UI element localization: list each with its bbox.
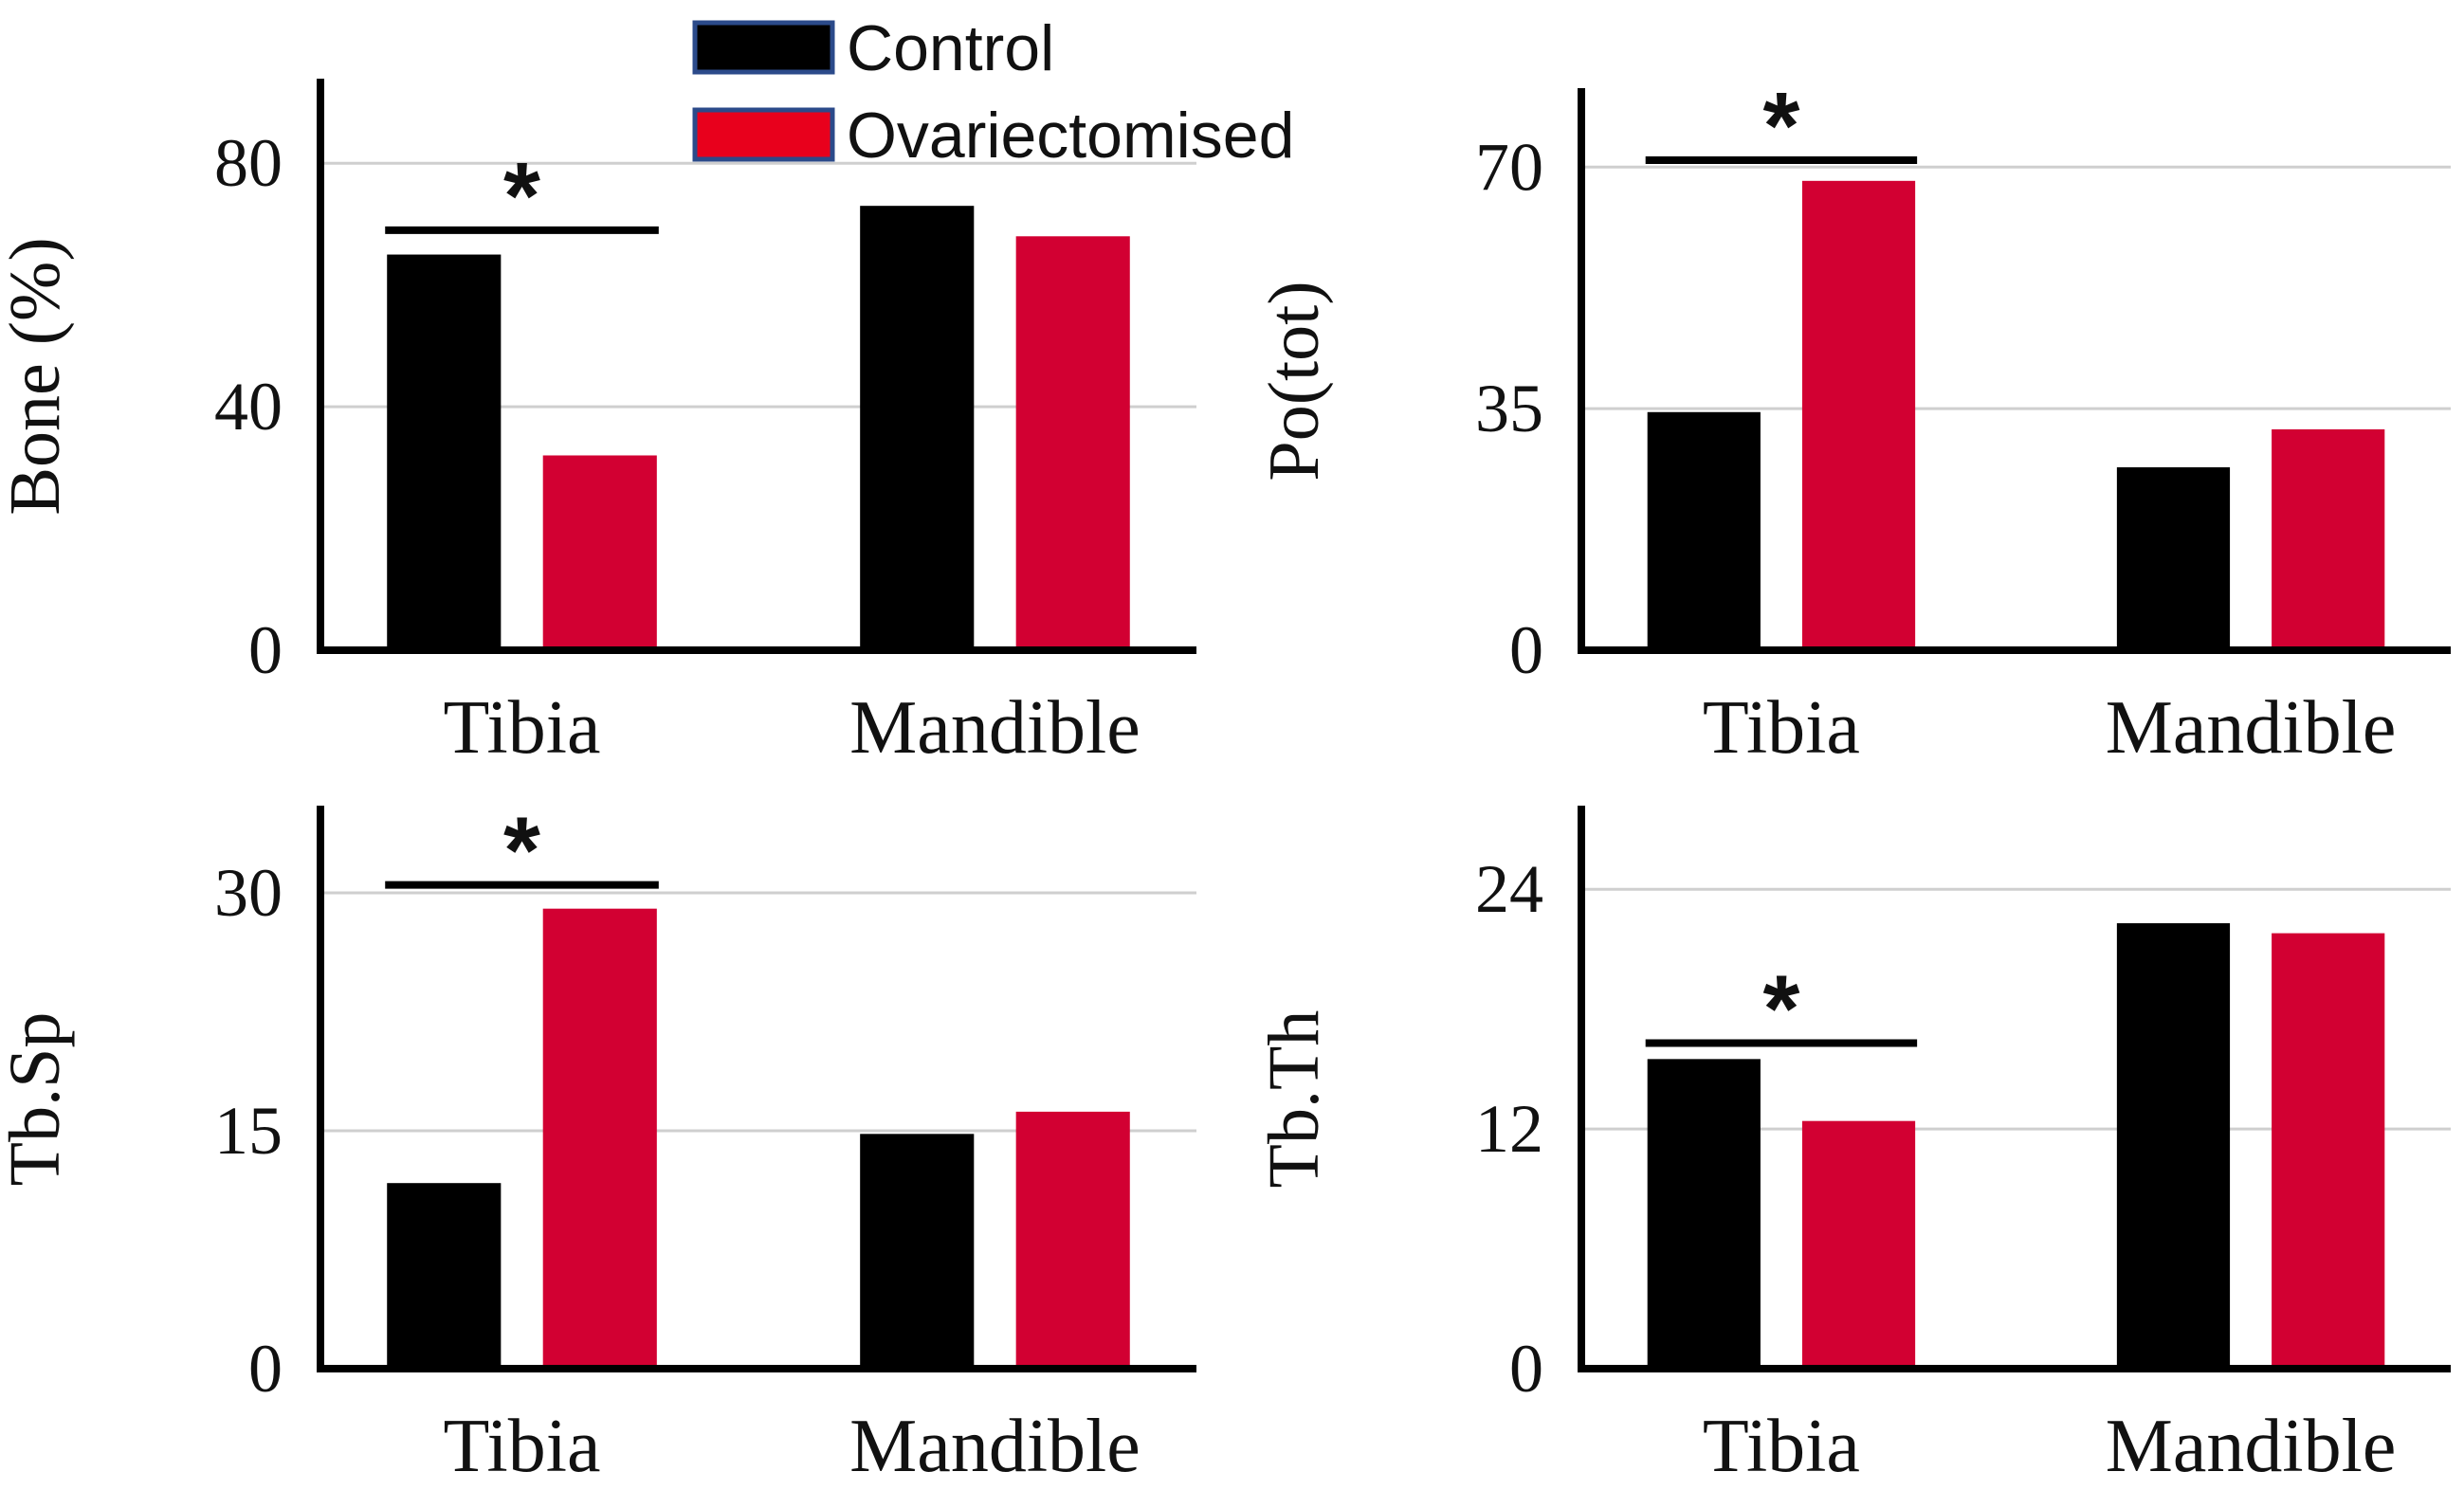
bar-ovariectomised-tibia	[1801, 180, 1916, 651]
y-axis-label: Bone (%)	[0, 237, 75, 515]
x-tick-label: Tibia	[444, 1405, 601, 1488]
bar-control-mandible	[2116, 923, 2231, 1369]
legend-label-ovariectomised: Ovariectomised	[847, 100, 1294, 172]
chart-panel-3: 0 15 30 Tibia Mandible Tb.Sp *	[0, 798, 1196, 1488]
x-tick-label: Mandible	[2106, 1405, 2397, 1488]
y-tick-label: 0	[1509, 612, 1543, 688]
y-tick-label: 80	[214, 125, 283, 201]
bar-ovariectomised-mandible	[1015, 236, 1130, 651]
y-axis-label: Tb.Th	[1254, 1010, 1334, 1189]
bar-control-tibia	[387, 254, 502, 650]
bar-control-mandible	[860, 206, 975, 650]
y-tick-label: 0	[248, 1331, 283, 1407]
y-tick-label: 35	[1475, 371, 1543, 446]
bar-ovariectomised-mandible	[2272, 428, 2385, 650]
significance-star: *	[503, 143, 540, 249]
y-axis-label: Po(tot)	[1254, 281, 1334, 481]
bar-control-tibia	[1647, 1059, 1761, 1369]
bar-control-mandible	[2116, 467, 2231, 650]
chart-panels: 0 40 80 Tibia Mandible Bone (%) * 0 35 70 Tibia Man…	[0, 73, 2451, 1488]
bar-control-tibia	[387, 1183, 502, 1369]
bar-control-tibia	[1647, 411, 1761, 650]
chart-panel-4: 0 12 24 Tibia Mandible Tb.Th *	[1254, 806, 2451, 1488]
y-tick-label: 12	[1475, 1091, 1543, 1167]
x-tick-label: Tibia	[1703, 1405, 1860, 1488]
y-tick-label: 70	[1475, 129, 1543, 205]
x-tick-label: Mandible	[2106, 686, 2397, 770]
chart-panel-1: 0 40 80 Tibia Mandible Bone (%) *	[0, 79, 1196, 770]
x-tick-label: Mandible	[849, 686, 1141, 770]
bar-ovariectomised-tibia	[542, 908, 657, 1369]
x-tick-label: Tibia	[1703, 686, 1860, 770]
legend: Control Ovariectomised	[692, 12, 1294, 172]
bar-ovariectomised-mandible	[1015, 1111, 1130, 1369]
y-tick-label: 24	[1475, 851, 1543, 927]
legend-swatch-ovariectomised	[692, 107, 835, 162]
legend-swatch-control	[692, 20, 835, 75]
y-tick-label: 15	[214, 1093, 283, 1169]
y-tick-label: 0	[1509, 1331, 1543, 1407]
bar-control-mandible	[860, 1134, 975, 1369]
chart-panel-2: 0 35 70 Tibia Mandible Po(tot) *	[1254, 73, 2451, 770]
bar-ovariectomised-mandible	[2272, 933, 2385, 1369]
x-tick-label: Tibia	[444, 686, 601, 770]
bar-ovariectomised-tibia	[1801, 1120, 1916, 1369]
x-tick-label: Mandible	[849, 1405, 1141, 1488]
y-tick-label: 40	[214, 369, 283, 445]
y-tick-label: 0	[248, 612, 283, 688]
significance-star: *	[1762, 73, 1799, 179]
legend-label-control: Control	[847, 12, 1054, 84]
significance-star: *	[1762, 955, 1799, 1062]
y-axis-label: Tb.Sp	[0, 1012, 75, 1187]
significance-star: *	[503, 798, 540, 904]
y-tick-label: 30	[214, 855, 283, 931]
bar-ovariectomised-tibia	[542, 455, 657, 650]
